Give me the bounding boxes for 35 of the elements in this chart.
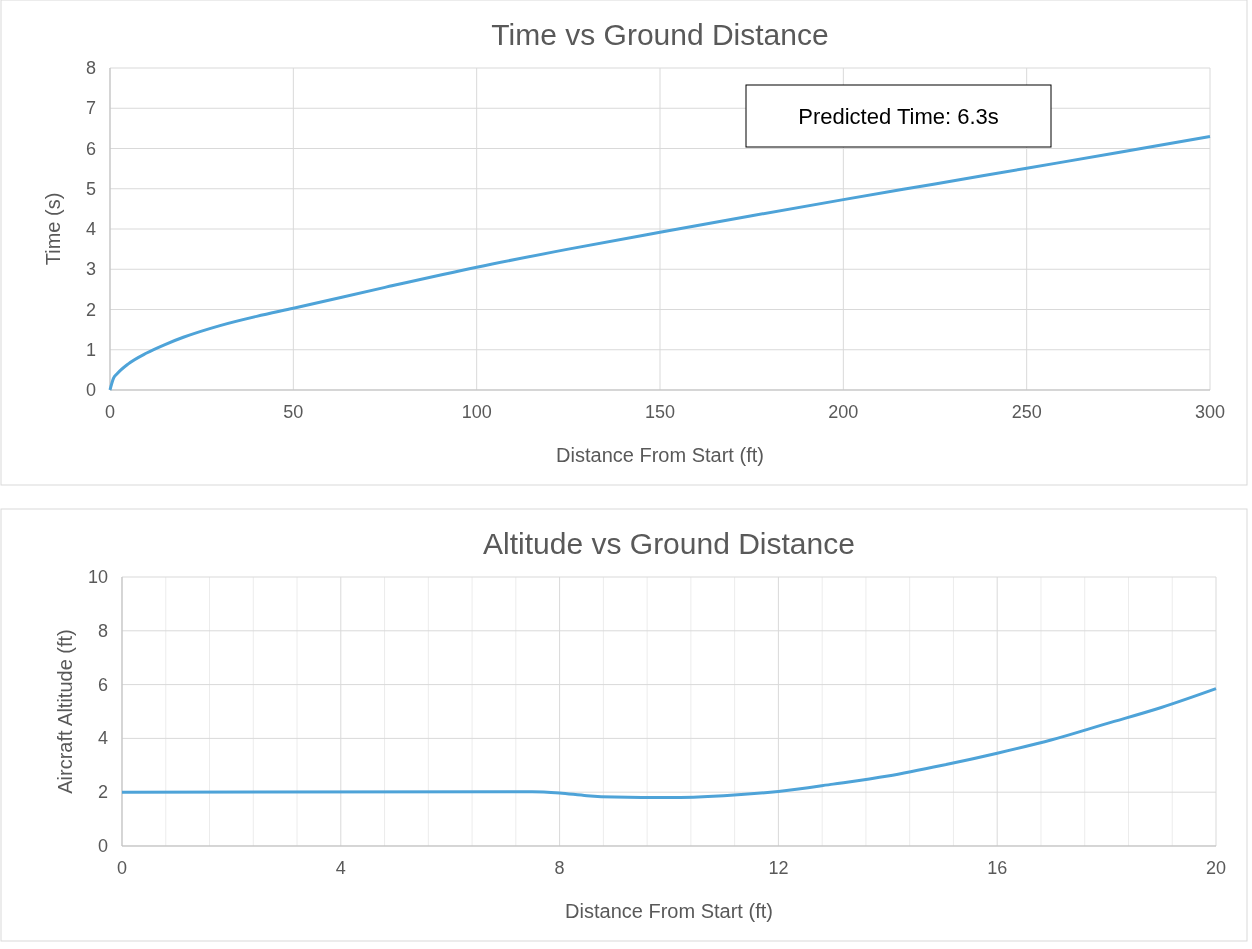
x-tick-label: 200 — [828, 402, 859, 422]
x-axis-title: Distance From Start (ft) — [556, 444, 764, 466]
y-tick-label: 0 — [97, 836, 108, 856]
x-axis-title: Distance From Start (ft) — [565, 900, 773, 922]
x-tick-label: 300 — [1194, 402, 1226, 422]
x-tick-label: 100 — [461, 402, 492, 422]
y-tick-label: 0 — [85, 380, 96, 400]
x-tick-label: 12 — [768, 858, 789, 878]
x-tick-label: 0 — [116, 858, 128, 878]
y-tick-label: 10 — [87, 567, 108, 587]
x-tick-label: 8 — [554, 858, 565, 878]
y-axis-title: Time (s) — [42, 192, 64, 266]
y-axis-title: Aircraft Altitude (ft) — [54, 629, 76, 794]
x-tick-label: 16 — [987, 858, 1008, 878]
y-tick-label: 4 — [97, 728, 108, 749]
line-series — [120, 687, 1218, 800]
y-tick-label: 1 — [85, 339, 96, 360]
y-tick-label: 2 — [85, 299, 96, 320]
y-tick-label: 4 — [85, 219, 96, 239]
x-tick-label: 20 — [1205, 858, 1227, 878]
y-tick-label: 6 — [85, 138, 96, 159]
y-tick-label: 7 — [85, 98, 96, 119]
y-tick-label: 5 — [85, 178, 96, 199]
x-tick-label: 50 — [283, 402, 304, 422]
x-tick-label: 4 — [335, 858, 346, 878]
chart-title: Time vs Ground Distance — [491, 18, 829, 51]
y-tick-label: 2 — [97, 782, 108, 803]
y-tick-label: 8 — [85, 58, 96, 78]
y-tick-label: 6 — [97, 674, 108, 695]
y-tick-label: 3 — [85, 259, 96, 280]
x-tick-label: 150 — [644, 402, 676, 422]
x-tick-label: 250 — [1011, 402, 1042, 422]
chart-title: Altitude vs Ground Distance — [483, 527, 855, 560]
annotation: Predicted Time: 6.3s — [798, 104, 999, 129]
y-tick-label: 8 — [97, 620, 108, 641]
